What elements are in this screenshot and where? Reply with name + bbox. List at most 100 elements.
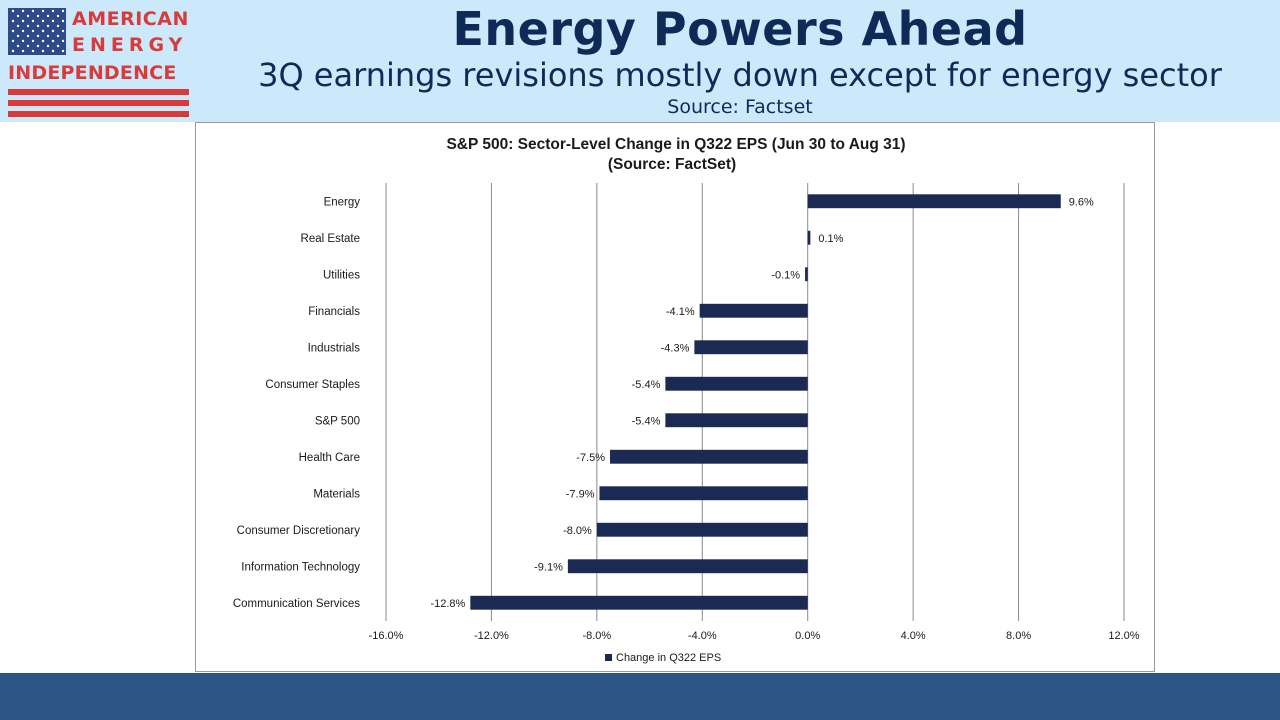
- flag-star: [46, 24, 50, 28]
- logo-stripe-bottom: [8, 111, 189, 117]
- bar: [567, 559, 808, 574]
- flag-star: [61, 49, 65, 53]
- labels: -16.0% -12.0% -8.0% -4.0% 0.0% 4.0% 8.0% 12.0% E…: [233, 196, 1140, 642]
- flag-star: [51, 39, 55, 43]
- flag-star: [26, 34, 30, 38]
- flag-star: [16, 24, 20, 28]
- legend-label: Change in Q322 EPS: [616, 652, 721, 664]
- data-label: -7.5%: [576, 452, 605, 464]
- flag-star: [41, 39, 45, 43]
- flag-star: [56, 14, 60, 18]
- chart-legend: Change in Q322 EPS: [605, 652, 721, 664]
- category-label: Materials: [313, 488, 360, 500]
- logo-line-1: AMERICAN: [72, 8, 189, 30]
- page-title: Energy Powers Ahead: [452, 2, 1028, 56]
- flag-star: [31, 9, 35, 13]
- flag-star: [31, 29, 35, 33]
- flag-star: [61, 9, 65, 13]
- data-label: -9.1%: [534, 561, 563, 573]
- data-label: -8.0%: [563, 525, 592, 537]
- flag-star: [56, 34, 60, 38]
- flag-star: [41, 49, 45, 53]
- flag-star: [36, 14, 40, 18]
- flag-star: [21, 49, 25, 53]
- category-label: Communication Services: [233, 598, 360, 610]
- flag-star: [21, 29, 25, 33]
- header-banner: AMERICAN ENERGY INDEPENDENCE ™ Energy Po…: [0, 0, 1280, 122]
- chart-subtitle: (Source: FactSet): [608, 156, 736, 173]
- bars: [470, 194, 1061, 610]
- logo-line-2: ENERGY: [72, 34, 188, 56]
- flag-star: [56, 24, 60, 28]
- bar: [807, 230, 811, 245]
- flag-star: [46, 14, 50, 18]
- chart-panel: S&P 500: Sector-Level Change in Q322 EPS…: [195, 122, 1155, 672]
- flag-star: [26, 14, 30, 18]
- flag-star: [11, 19, 15, 23]
- bar: [596, 522, 808, 537]
- flag-star: [36, 24, 40, 28]
- flag-star: [21, 19, 25, 23]
- legend-swatch: [605, 654, 612, 661]
- flag-star: [46, 44, 50, 48]
- flag-star: [21, 39, 25, 43]
- footer-bar: [0, 673, 1280, 720]
- x-tick-label: 0.0%: [795, 630, 820, 642]
- category-label: Industrials: [308, 342, 361, 354]
- logo-stripe-middle: [8, 100, 189, 106]
- gridlines: [385, 183, 1125, 621]
- category-label: Consumer Staples: [265, 379, 360, 391]
- data-label: 9.6%: [1069, 196, 1094, 208]
- chart-title: S&P 500: Sector-Level Change in Q322 EPS…: [446, 136, 905, 153]
- category-label: Utilities: [323, 269, 360, 281]
- x-tick-label: -8.0%: [582, 630, 611, 642]
- flag-star: [41, 9, 45, 13]
- x-tick-label: 12.0%: [1108, 630, 1139, 642]
- logo-stripe-top: [8, 89, 189, 95]
- data-label: -5.4%: [632, 415, 661, 427]
- flag-star: [31, 49, 35, 53]
- flag-star: [51, 49, 55, 53]
- flag-star: [41, 29, 45, 33]
- bar: [599, 486, 808, 501]
- x-tick-label: -12.0%: [474, 630, 509, 642]
- flag-star: [16, 44, 20, 48]
- bar: [665, 376, 808, 391]
- category-label: Energy: [324, 196, 361, 208]
- category-label: Consumer Discretionary: [237, 525, 361, 537]
- data-label: -7.9%: [566, 488, 595, 500]
- american-energy-independence-logo: AMERICAN ENERGY INDEPENDENCE ™: [8, 8, 190, 122]
- bar: [807, 194, 1061, 209]
- x-tick-label: 8.0%: [1006, 630, 1031, 642]
- sector-eps-bar-chart: S&P 500: Sector-Level Change in Q322 EPS…: [233, 136, 1140, 664]
- flag-star: [16, 14, 20, 18]
- flag-star: [41, 19, 45, 23]
- flag-star: [51, 29, 55, 33]
- flag-star: [36, 44, 40, 48]
- x-tick-label: -4.0%: [688, 630, 717, 642]
- flag-star: [61, 39, 65, 43]
- flag-star: [36, 34, 40, 38]
- flag-star: [61, 29, 65, 33]
- bar: [470, 595, 808, 610]
- bar: [694, 340, 808, 355]
- data-label: -5.4%: [632, 379, 661, 391]
- flag-star: [51, 19, 55, 23]
- category-label: Financials: [308, 306, 360, 318]
- category-label: Information Technology: [241, 561, 360, 573]
- flag-star: [11, 9, 15, 13]
- flag-star: [11, 39, 15, 43]
- logo-line-3: INDEPENDENCE: [8, 62, 177, 84]
- bar: [699, 303, 808, 318]
- flag-star: [16, 34, 20, 38]
- source-note: Source: Factset: [667, 96, 813, 118]
- page-subtitle: 3Q earnings revisions mostly down except…: [258, 56, 1222, 94]
- data-label: -4.3%: [661, 342, 690, 354]
- flag-stars: [11, 9, 65, 53]
- flag-star: [26, 24, 30, 28]
- flag-star: [31, 39, 35, 43]
- flag-star: [26, 44, 30, 48]
- category-label: S&P 500: [315, 415, 360, 427]
- flag-star: [11, 29, 15, 33]
- flag-star: [31, 19, 35, 23]
